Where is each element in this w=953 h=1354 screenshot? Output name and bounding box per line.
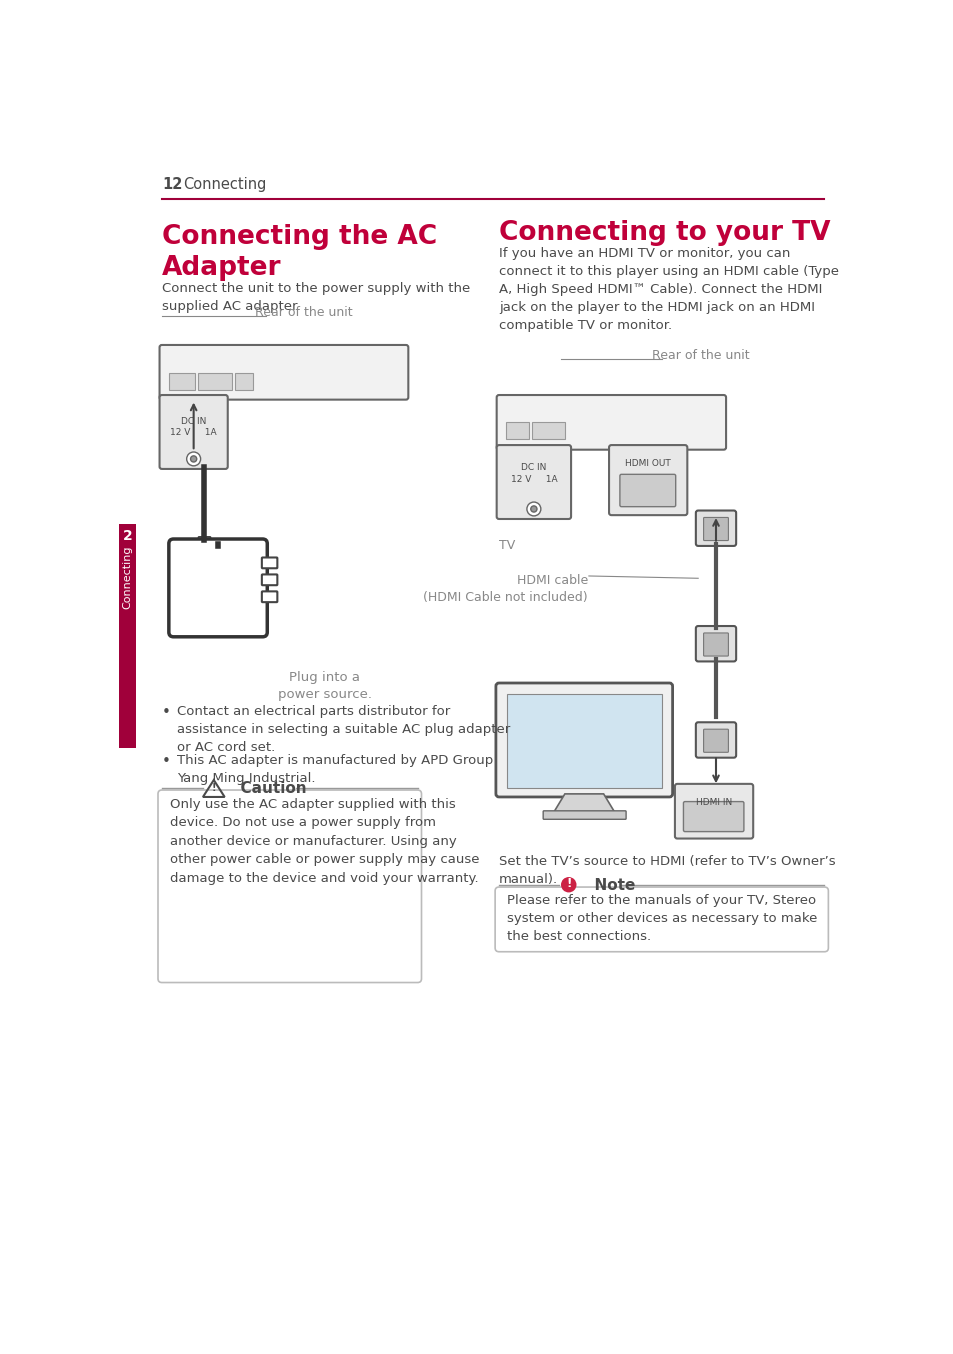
FancyBboxPatch shape bbox=[542, 811, 625, 819]
Circle shape bbox=[560, 877, 576, 892]
FancyBboxPatch shape bbox=[159, 345, 408, 399]
Text: •: • bbox=[162, 705, 171, 720]
Text: HDMI OUT: HDMI OUT bbox=[624, 459, 670, 468]
Text: Set the TV’s source to HDMI (refer to TV’s Owner’s
manual).: Set the TV’s source to HDMI (refer to TV… bbox=[498, 856, 835, 887]
FancyBboxPatch shape bbox=[497, 395, 725, 450]
Text: Rear of the unit: Rear of the unit bbox=[254, 306, 353, 320]
FancyBboxPatch shape bbox=[495, 887, 827, 952]
Text: 12: 12 bbox=[162, 177, 182, 192]
FancyBboxPatch shape bbox=[198, 374, 233, 390]
FancyBboxPatch shape bbox=[158, 789, 421, 983]
Text: Connecting: Connecting bbox=[183, 177, 266, 192]
Text: Connecting the AC
Adapter: Connecting the AC Adapter bbox=[162, 223, 436, 282]
Text: If you have an HDMI TV or monitor, you can
connect it to this player using an HD: If you have an HDMI TV or monitor, you c… bbox=[498, 248, 838, 332]
FancyBboxPatch shape bbox=[119, 524, 136, 747]
Text: Rear of the unit: Rear of the unit bbox=[651, 349, 748, 362]
FancyBboxPatch shape bbox=[695, 722, 736, 758]
FancyBboxPatch shape bbox=[505, 422, 529, 439]
Text: 2: 2 bbox=[123, 529, 132, 543]
Text: Note: Note bbox=[583, 877, 635, 894]
Text: Connecting to your TV: Connecting to your TV bbox=[498, 221, 830, 246]
FancyBboxPatch shape bbox=[695, 510, 736, 546]
FancyBboxPatch shape bbox=[261, 574, 277, 585]
Text: HDMI cable
(HDMI Cable not included): HDMI cable (HDMI Cable not included) bbox=[423, 574, 587, 604]
FancyBboxPatch shape bbox=[497, 445, 571, 519]
Text: HDMI IN: HDMI IN bbox=[695, 798, 731, 807]
FancyBboxPatch shape bbox=[695, 626, 736, 662]
FancyBboxPatch shape bbox=[169, 539, 267, 636]
Text: Connecting: Connecting bbox=[123, 546, 132, 609]
Text: Plug into a
power source.: Plug into a power source. bbox=[277, 670, 372, 700]
Circle shape bbox=[191, 456, 196, 462]
FancyBboxPatch shape bbox=[261, 558, 277, 569]
Text: DC IN
12 V     1A: DC IN 12 V 1A bbox=[510, 463, 557, 483]
FancyBboxPatch shape bbox=[235, 374, 253, 390]
Text: !: ! bbox=[565, 877, 571, 891]
Text: Caution: Caution bbox=[230, 781, 306, 796]
FancyBboxPatch shape bbox=[608, 445, 686, 515]
FancyBboxPatch shape bbox=[159, 395, 228, 468]
Text: DC IN
12 V     1A: DC IN 12 V 1A bbox=[171, 417, 216, 437]
FancyBboxPatch shape bbox=[532, 422, 564, 439]
FancyBboxPatch shape bbox=[682, 802, 743, 831]
FancyBboxPatch shape bbox=[506, 693, 661, 788]
FancyBboxPatch shape bbox=[703, 632, 728, 657]
Text: !: ! bbox=[212, 784, 215, 793]
Text: Only use the AC adapter supplied with this
device. Do not use a power supply fro: Only use the AC adapter supplied with th… bbox=[171, 798, 479, 884]
Text: Connect the unit to the power supply with the
supplied AC adapter.: Connect the unit to the power supply wit… bbox=[162, 282, 470, 313]
Text: •: • bbox=[162, 754, 171, 769]
FancyBboxPatch shape bbox=[198, 536, 211, 544]
Text: Contact an electrical parts distributor for
assistance in selecting a suitable A: Contact an electrical parts distributor … bbox=[176, 705, 509, 754]
FancyBboxPatch shape bbox=[169, 374, 195, 390]
Circle shape bbox=[187, 452, 200, 466]
Text: TV: TV bbox=[498, 539, 515, 552]
FancyBboxPatch shape bbox=[703, 517, 728, 540]
Polygon shape bbox=[553, 793, 615, 814]
FancyBboxPatch shape bbox=[674, 784, 753, 838]
Text: Please refer to the manuals of your TV, Stereo
system or other devices as necess: Please refer to the manuals of your TV, … bbox=[506, 894, 817, 942]
FancyBboxPatch shape bbox=[703, 730, 728, 753]
FancyBboxPatch shape bbox=[261, 592, 277, 603]
Circle shape bbox=[530, 506, 537, 512]
FancyBboxPatch shape bbox=[619, 474, 675, 506]
Circle shape bbox=[526, 502, 540, 516]
FancyBboxPatch shape bbox=[496, 682, 672, 798]
Text: This AC adapter is manufactured by APD Group
Yang Ming Industrial.: This AC adapter is manufactured by APD G… bbox=[176, 754, 493, 785]
